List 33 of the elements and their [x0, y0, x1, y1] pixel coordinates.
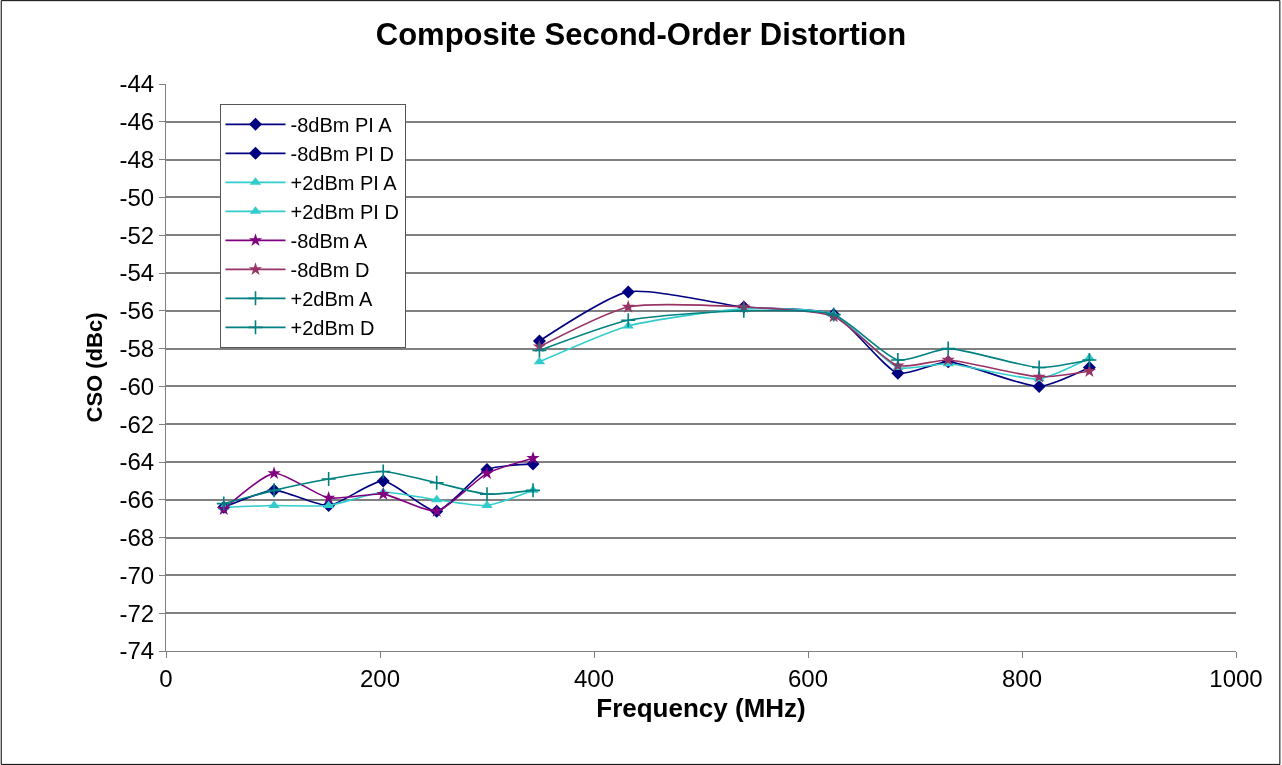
y-tick-label: -44 [119, 70, 155, 98]
y-tick-label: -74 [119, 637, 155, 665]
x-tick-label: 0 [159, 664, 173, 692]
y-tick-label: -72 [119, 599, 155, 627]
legend-label: -8dBm A [290, 230, 368, 253]
y-tick-label: -58 [119, 335, 155, 362]
y-tick-label: -70 [119, 561, 155, 589]
y-tick-label: -46 [119, 108, 155, 136]
y-tick-label: -48 [119, 146, 155, 173]
legend-label: -8dBm PI A [290, 114, 393, 137]
y-tick-label: -52 [119, 221, 155, 249]
y-tick-label: -54 [119, 259, 155, 287]
legend-label: +2dBm PI A [290, 172, 398, 195]
legend-label: -8dBm PI D [290, 143, 394, 166]
x-tick-label: 600 [787, 664, 829, 692]
y-tick-label: -60 [119, 372, 155, 400]
y-tick-label: -66 [119, 486, 155, 514]
y-axis-title: CSO (dBc) [82, 312, 108, 423]
y-tick-label: -50 [119, 183, 155, 211]
legend-label: -8dBm D [290, 259, 370, 282]
legend-label: +2dBm A [290, 288, 373, 311]
x-axis-title: Frequency (MHz) [596, 693, 806, 724]
y-tick-label: -56 [119, 297, 155, 325]
legend-label: +2dBm PI D [290, 201, 399, 224]
x-tick-label: 400 [573, 664, 615, 692]
y-tick-label: -68 [119, 524, 155, 551]
x-tick-label: 200 [359, 664, 401, 692]
legend-label: +2dBm D [290, 317, 375, 340]
y-tick-label: -62 [119, 410, 155, 438]
y-tick-label: -64 [119, 448, 155, 476]
x-tick-label: 1000 [1209, 664, 1263, 692]
chart-title: Composite Second-Order Distortion [375, 17, 907, 53]
x-tick-label: 800 [1001, 664, 1043, 692]
